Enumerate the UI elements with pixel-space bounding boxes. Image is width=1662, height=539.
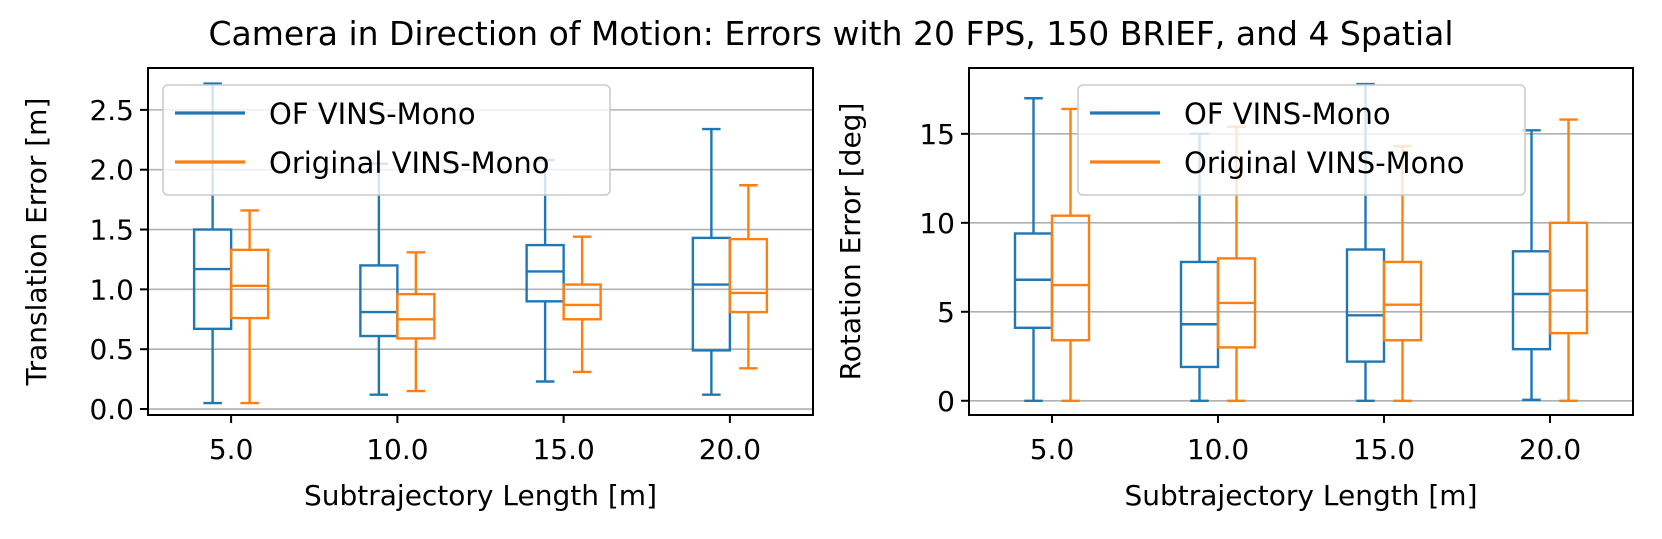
box-original-vins-mono-20.0 — [1548, 118, 1589, 402]
box-of-vins-mono-15.0 — [525, 158, 565, 383]
y-tick-label: 5 — [937, 296, 955, 329]
box-iqr — [562, 283, 602, 321]
box-original-vins-mono-5.0 — [1050, 107, 1091, 402]
y-tick-label: 2.0 — [89, 154, 134, 187]
box-of-vins-mono-5.0 — [1013, 97, 1054, 402]
x-tick-label: 15.0 — [1353, 433, 1415, 466]
box-original-vins-mono-10.0 — [396, 251, 436, 393]
box-iqr — [229, 248, 270, 320]
box-iqr — [691, 236, 732, 352]
box-original-vins-mono-15.0 — [562, 235, 602, 374]
x-tick-label: 5.0 — [1030, 433, 1075, 466]
box-iqr — [359, 264, 399, 338]
chart-panel-2: OF VINS-Mono Original VINS-Mono 0 5 10 15 5.0 1… — [834, 67, 1634, 512]
legend: OF VINS-Mono Original VINS-Mono — [162, 84, 611, 196]
y-tick-label: 15 — [919, 118, 955, 151]
legend: OF VINS-Mono Original VINS-Mono — [1077, 84, 1526, 196]
box-iqr — [192, 228, 233, 331]
legend-label: Original VINS-Mono — [269, 146, 550, 180]
legend-box — [162, 84, 611, 196]
box-of-vins-mono-10.0 — [359, 162, 399, 396]
y-tick-label: 0.5 — [89, 333, 134, 366]
legend-label: OF VINS-Mono — [269, 97, 476, 131]
box-original-vins-mono-5.0 — [229, 209, 270, 405]
legend-label: OF VINS-Mono — [1184, 97, 1391, 131]
legend-label: Original VINS-Mono — [1184, 146, 1465, 180]
box-iqr — [525, 243, 565, 303]
x-tick-label: 5.0 — [209, 433, 254, 466]
y-tick-label: 2.5 — [89, 94, 134, 127]
x-tick-label: 15.0 — [532, 433, 594, 466]
chart-panel-1: OF VINS-Mono Original VINS-Mono 0.0 0.5 1.0 1… — [20, 67, 814, 512]
y-tick-label: 1.5 — [89, 214, 134, 247]
box-of-vins-mono-20.0 — [691, 127, 732, 396]
box-iqr — [396, 292, 436, 340]
box-iqr — [1179, 260, 1220, 369]
y-axis-label: Rotation Error [deg] — [834, 103, 867, 381]
x-tick-label: 10.0 — [1187, 433, 1249, 466]
box-iqr — [1050, 214, 1091, 342]
x-tick-label: 20.0 — [1519, 433, 1581, 466]
x-axis-label: Subtrajectory Length [m] — [304, 479, 657, 512]
box-iqr — [1345, 248, 1386, 363]
figure-title: Camera in Direction of Motion: Errors wi… — [208, 14, 1454, 53]
y-tick-label: 0 — [937, 385, 955, 418]
x-tick-label: 10.0 — [366, 433, 428, 466]
x-axis-label: Subtrajectory Length [m] — [1124, 479, 1477, 512]
x-tick-label: 20.0 — [699, 433, 761, 466]
y-tick-label: 10 — [919, 207, 955, 240]
axes-frame — [968, 67, 1634, 416]
box-iqr — [728, 237, 769, 314]
box-original-vins-mono-20.0 — [728, 184, 769, 370]
box-iqr — [1382, 260, 1423, 342]
box-iqr — [1511, 250, 1552, 351]
y-tick-label: 1.0 — [89, 273, 134, 306]
axes-frame — [147, 67, 814, 416]
box-iqr — [1548, 221, 1589, 335]
legend-box — [1077, 84, 1526, 196]
y-tick-label: 0.0 — [89, 393, 134, 426]
y-axis-label: Translation Error [m] — [20, 98, 53, 387]
